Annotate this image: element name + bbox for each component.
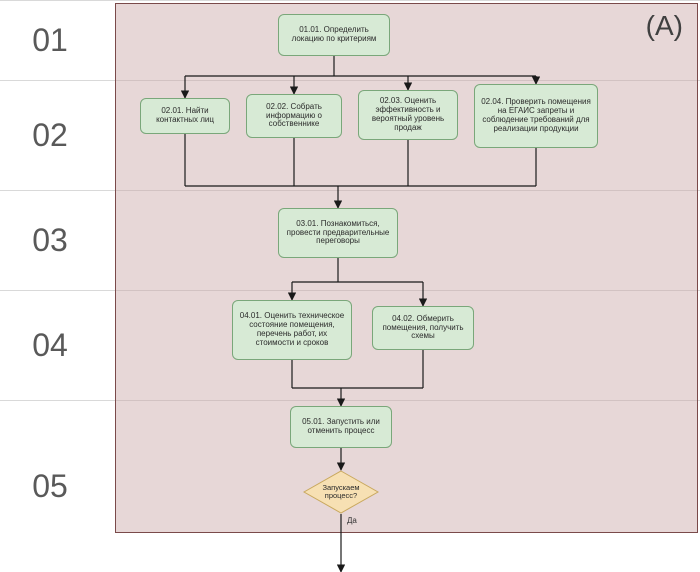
flow-node-n0301: 03.01. Познакомиться, провести предварит… xyxy=(278,208,398,258)
flow-node-n0402: 04.02. Обмерить помещения, получить схем… xyxy=(372,306,474,350)
row-label-05: 05 xyxy=(0,400,100,572)
row-label-02: 02 xyxy=(0,80,100,190)
flow-decision: Запускаем процесс? xyxy=(303,470,379,514)
flow-node-n0203: 02.03. Оценить эффективность и вероятный… xyxy=(358,90,458,140)
flow-node-n0501: 05.01. Запустить или отменить процесс xyxy=(290,406,392,448)
row-label-04: 04 xyxy=(0,290,100,400)
flow-decision-label: Запускаем процесс? xyxy=(303,470,379,514)
flow-node-n0201: 02.01. Найти контактных лиц xyxy=(140,98,230,134)
flow-node-n0202: 02.02. Собрать информацию о собственнике xyxy=(246,94,342,138)
region-a-label: (A) xyxy=(646,10,683,42)
flow-node-n0101: 01.01. Определить локацию по критериям xyxy=(278,14,390,56)
flow-node-n0204: 02.04. Проверить помещения на ЕГАИС запр… xyxy=(474,84,598,148)
row-label-01: 01 xyxy=(0,0,100,80)
region-a: (A) xyxy=(115,3,698,533)
decision-yes-label: Да xyxy=(347,516,357,525)
flow-node-n0401: 04.01. Оценить техническое состояние пом… xyxy=(232,300,352,360)
row-divider xyxy=(0,0,700,1)
row-label-03: 03 xyxy=(0,190,100,290)
